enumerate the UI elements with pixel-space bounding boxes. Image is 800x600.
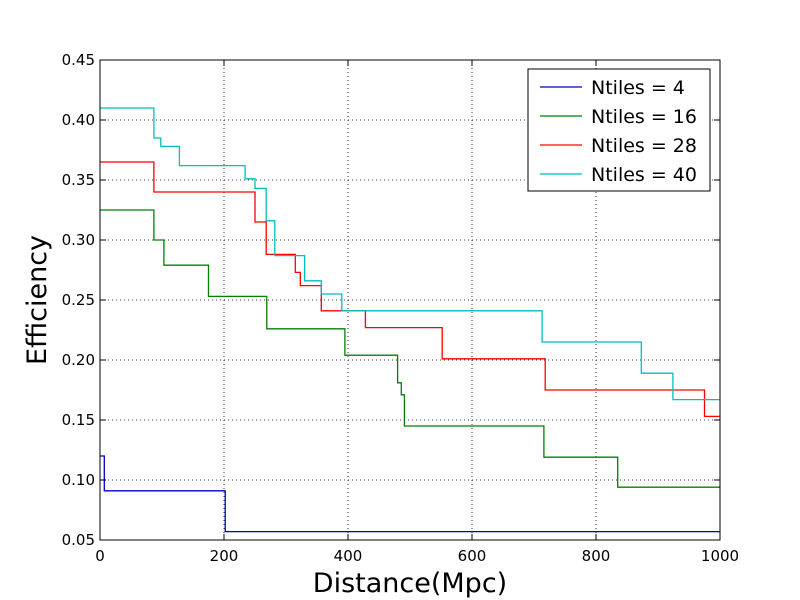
x-axis-label: Distance(Mpc) xyxy=(313,568,507,599)
x-tick-label: 1000 xyxy=(701,547,739,565)
legend-box xyxy=(527,68,711,192)
x-tick-label: 0 xyxy=(95,547,105,565)
ticks: 0 200 400 600 800 1000 0.05 0.10 0.15 0.20 0.25 0.3… xyxy=(62,51,740,565)
y-axis-label: Efficiency xyxy=(22,235,53,365)
x-tick-label: 400 xyxy=(334,547,363,565)
legend: Ntiles = 4 Ntiles = 16 Ntiles = 28 Ntiles =… xyxy=(527,68,711,192)
legend-label: Ntiles = 28 xyxy=(591,135,697,157)
x-tick-label: 800 xyxy=(582,547,611,565)
y-tick-label: 0.45 xyxy=(62,51,95,69)
y-tick-label: 0.25 xyxy=(62,291,95,309)
legend-label: Ntiles = 16 xyxy=(591,106,697,128)
x-tick-label: 200 xyxy=(210,547,239,565)
x-tick-label: 600 xyxy=(458,547,487,565)
y-tick-label: 0.30 xyxy=(62,231,95,249)
y-tick-label: 0.20 xyxy=(62,351,95,369)
series-line-3 xyxy=(100,161,720,418)
y-tick-label: 0.35 xyxy=(62,171,95,189)
y-tick-label: 0.15 xyxy=(62,411,95,429)
series-line-4 xyxy=(100,107,720,401)
legend-label: Ntiles = 40 xyxy=(591,164,697,186)
legend-label: Ntiles = 4 xyxy=(591,77,685,99)
series-line-1 xyxy=(100,455,720,533)
y-tick-label: 0.10 xyxy=(62,471,95,489)
series-line-2 xyxy=(100,209,720,488)
y-tick-label: 0.40 xyxy=(62,111,95,129)
y-tick-label: 0.05 xyxy=(62,531,95,549)
series-layer xyxy=(100,107,720,533)
